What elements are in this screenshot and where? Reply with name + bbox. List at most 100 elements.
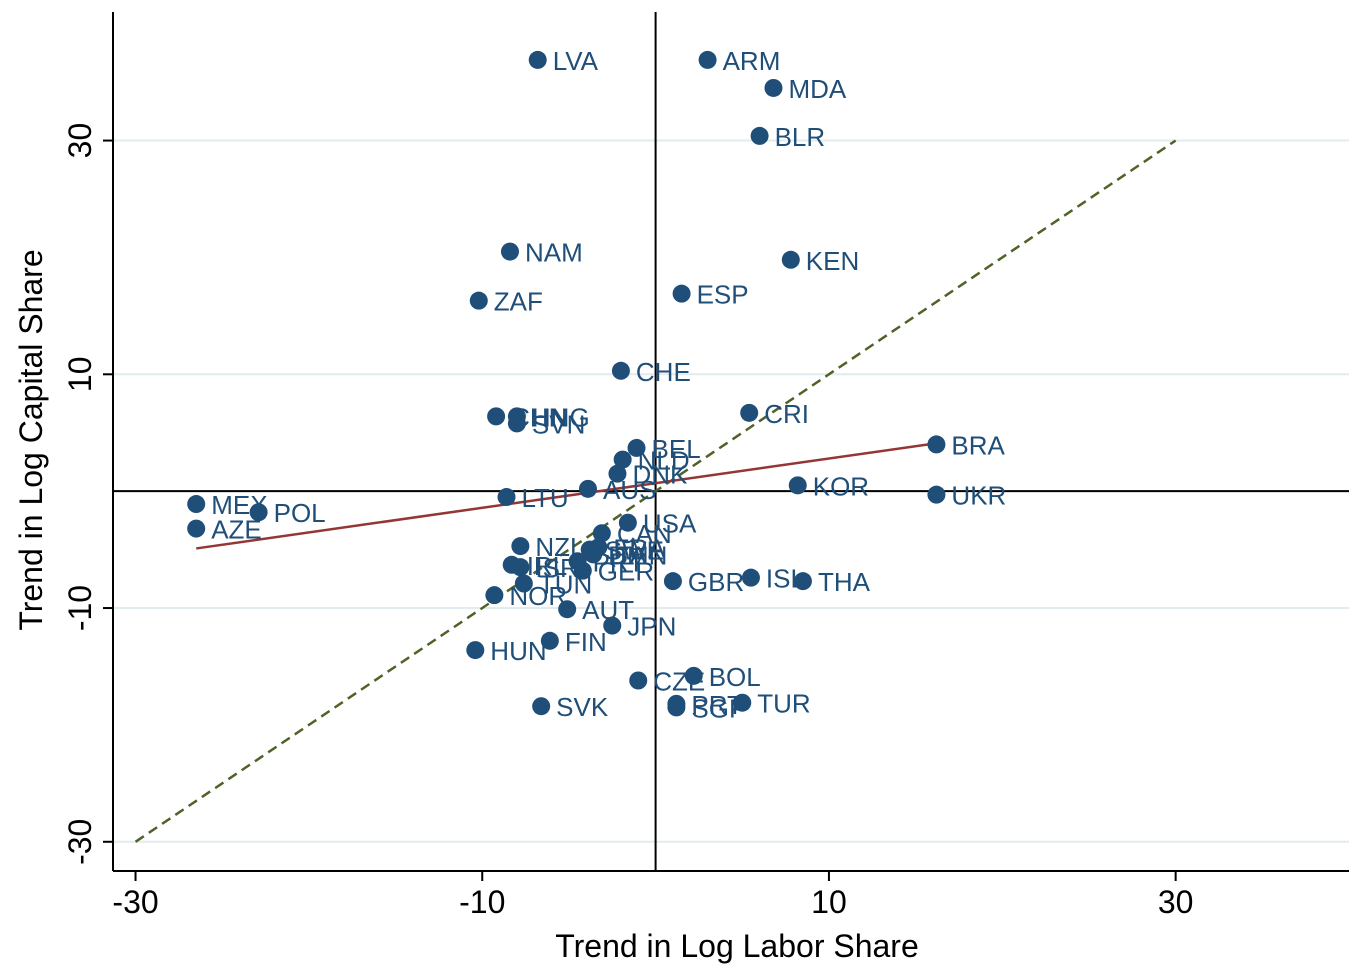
- point-aus-18: [578, 479, 597, 498]
- point-label-isl-37: ISL: [766, 564, 805, 594]
- point-label-prt-46: PRT: [691, 690, 743, 720]
- y-axis-title: Trend in Log Capital Share: [13, 249, 49, 630]
- point-dnk-16: [608, 464, 627, 483]
- point-label-nor-39: NOR: [509, 581, 567, 611]
- point-label-aut-40: AUT: [582, 595, 634, 625]
- point-bol-44: [684, 666, 703, 685]
- fit-line: [196, 442, 937, 550]
- point-label-svn-12: SVN: [532, 409, 585, 439]
- point-label-aze-23: AZE: [211, 515, 262, 545]
- point-ltu-19: [497, 488, 516, 507]
- point-label-esp-7: ESP: [697, 280, 749, 310]
- point-label-mda-2: MDA: [788, 74, 846, 104]
- point-chn-10: [487, 407, 506, 426]
- y-tick-label-3: 30: [62, 123, 98, 159]
- point-nld-14: [613, 450, 632, 469]
- reference-lines: [113, 12, 1349, 871]
- point-label-nzl-26: NZL: [535, 532, 584, 562]
- point-label-tun-35: TUN: [539, 569, 592, 599]
- axes: -30 -10 10 30 -30 -10 10 30: [62, 12, 1349, 920]
- point-isr-32: [511, 558, 530, 577]
- point-lva-0: [528, 50, 547, 69]
- point-cze-45: [629, 671, 648, 690]
- point-label-tha-38: THA: [818, 567, 871, 597]
- point-label-sgp-47: SGP: [691, 693, 746, 723]
- point-isl-37: [741, 568, 760, 587]
- point-zaf-6: [469, 291, 488, 310]
- point-blr-3: [750, 126, 769, 145]
- point-ken-5: [781, 250, 800, 269]
- point-label-cri-9: CRI: [764, 399, 809, 429]
- point-label-dmn-30: DMN: [608, 540, 667, 570]
- point-label-bra-15: BRA: [951, 430, 1005, 460]
- point-label-nam-4: NAM: [525, 238, 583, 268]
- point-che-8: [611, 361, 630, 380]
- point-label-arm-1: ARM: [723, 46, 781, 76]
- point-jpn-41: [603, 616, 622, 635]
- point-label-bol-44: BOL: [709, 662, 761, 692]
- point-kor-17: [788, 476, 807, 495]
- point-svn-12: [507, 414, 526, 433]
- point-cri-9: [740, 403, 759, 422]
- point-usa-24: [618, 513, 637, 532]
- point-label-fra-27: FRA: [613, 533, 666, 563]
- point-ger-34: [573, 561, 592, 580]
- point-label-irl-31: IRL: [527, 551, 567, 581]
- point-hun-43: [466, 641, 485, 660]
- point-label-lva-0: LVA: [553, 46, 599, 76]
- point-label-dnk-16: DNK: [632, 460, 688, 490]
- point-mex-21: [187, 495, 206, 514]
- point-can-25: [592, 524, 611, 543]
- point-pol-22: [249, 503, 268, 522]
- point-label-bel-13: BEL: [652, 434, 701, 464]
- x-tick-label-2: 10: [811, 884, 847, 920]
- point-label-aus-18: AUS: [603, 475, 656, 505]
- point-label-ken-5: KEN: [806, 246, 859, 276]
- point-bel-13: [627, 438, 646, 457]
- point-nam-4: [500, 242, 519, 261]
- point-bra-15: [927, 435, 946, 454]
- point-aut-40: [558, 600, 577, 619]
- point-label-blr-3: BLR: [775, 122, 826, 152]
- point-label-ltu-19: LTU: [522, 483, 569, 513]
- point-label-usa-24: USA: [643, 509, 697, 539]
- point-label-kor-17: KOR: [813, 471, 869, 501]
- gridlines: [113, 139, 1349, 843]
- point-label-svk-49: SVK: [556, 692, 609, 722]
- point-label-cze-45: CZE: [653, 667, 705, 697]
- point-label-nld-14: NLD: [638, 446, 690, 476]
- point-label-pol-22: POL: [274, 498, 326, 528]
- y-tick-label-2: 10: [62, 357, 98, 393]
- point-mda-2: [764, 78, 783, 97]
- point-label-swe-28: SWE: [605, 536, 664, 566]
- y-tick-label-0: -30: [62, 819, 98, 865]
- point-label-gbr-36: GBR: [688, 567, 744, 597]
- point-label-che-8: CHE: [636, 357, 691, 387]
- point-label-isr-32: ISR: [535, 553, 578, 583]
- x-tick-label-0: -30: [112, 884, 158, 920]
- data-points: [187, 50, 946, 717]
- point-arm-1: [698, 50, 717, 69]
- point-svk-49: [532, 697, 551, 716]
- point-ukr-20: [927, 485, 946, 504]
- point-nzl-26: [511, 537, 530, 556]
- point-tha-38: [793, 572, 812, 591]
- x-axis-title: Trend in Log Labor Share: [555, 928, 919, 964]
- point-gbr-36: [663, 572, 682, 591]
- point-nor-39: [485, 586, 504, 605]
- diagonal-line: [134, 139, 1177, 843]
- x-tick-label-3: 30: [1158, 884, 1194, 920]
- point-label-prt-33: PRT: [593, 547, 645, 577]
- point-label-hng-11: HNG: [532, 402, 590, 432]
- point-label-ita-29: ITA: [608, 540, 647, 570]
- point-label-chn-10: CHN: [511, 402, 567, 432]
- point-label-zaf-6: ZAF: [494, 287, 543, 317]
- point-label-ukr-20: UKR: [951, 481, 1006, 511]
- point-tun-35: [514, 574, 533, 593]
- point-aze-23: [187, 519, 206, 538]
- point-dmn-30: [584, 545, 603, 564]
- point-label-tur-48: TUR: [757, 689, 810, 719]
- point-esp-7: [672, 284, 691, 303]
- point-label-can-25: CAN: [617, 519, 672, 549]
